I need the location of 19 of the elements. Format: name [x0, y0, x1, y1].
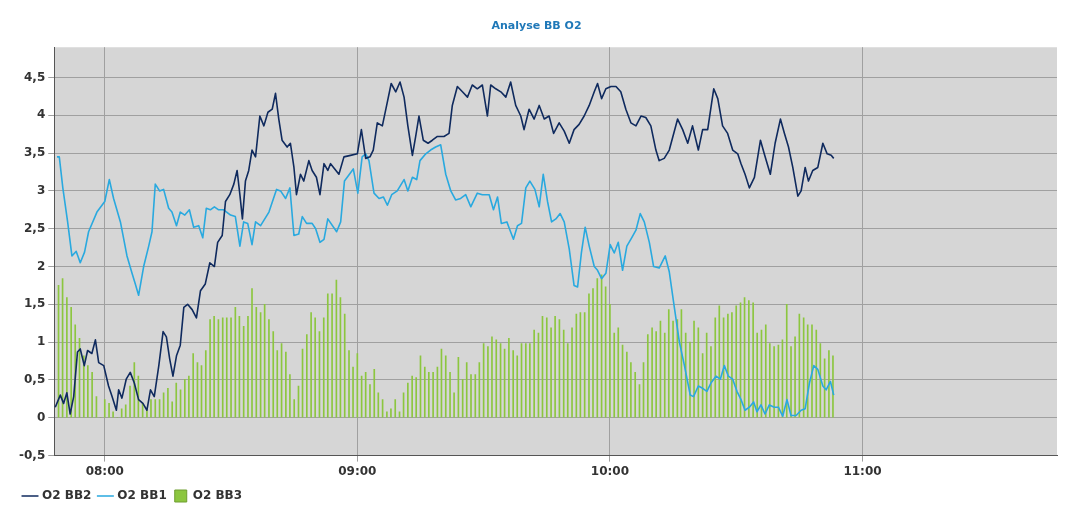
y-tick-label: 1 — [36, 334, 46, 349]
y-tick-label: 4 — [36, 107, 46, 122]
y-tick-label: -0,5 — [18, 447, 46, 462]
x-tick-label: 09:00 — [338, 463, 377, 478]
y-tick-label: 2,5 — [23, 220, 46, 235]
y-tick-label: 3 — [36, 183, 46, 198]
y-tick-label: 1,5 — [23, 296, 46, 311]
y-tick-label: 4,5 — [23, 69, 46, 84]
legend-label: O2 BB2 — [42, 488, 92, 503]
x-tick-label: 08:00 — [85, 463, 124, 478]
chart-title: Analyse BB O2 — [491, 19, 582, 33]
x-tick-label: 11:00 — [843, 463, 882, 478]
x-tick-label: 10:00 — [590, 463, 630, 478]
y-tick-label: 0,5 — [23, 372, 46, 387]
y-tick-label: 0 — [36, 409, 46, 424]
y-tick-label: 2 — [36, 258, 46, 273]
legend-label: O2 BB1 — [117, 488, 167, 503]
y-tick-label: 3,5 — [23, 145, 46, 160]
legend-label: O2 BB3 — [192, 488, 243, 503]
